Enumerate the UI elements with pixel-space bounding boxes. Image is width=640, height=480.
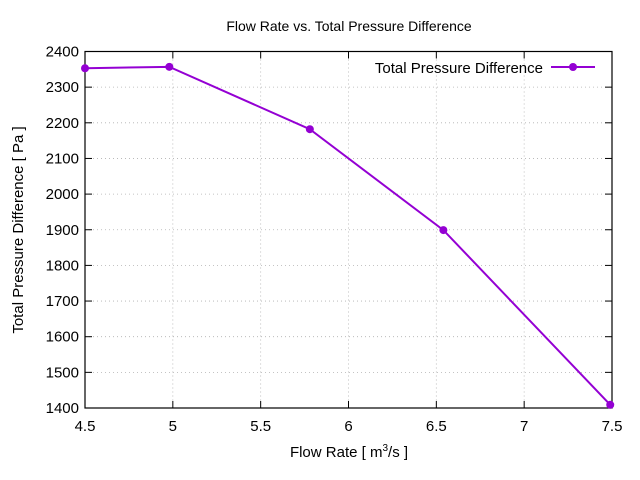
data-point xyxy=(165,62,174,71)
y-tick-label: 2100 xyxy=(46,150,79,167)
x-axis-label-superscript: 3 xyxy=(382,443,388,454)
y-tick-label: 1800 xyxy=(46,257,79,274)
y-tick-label: 2400 xyxy=(46,44,79,61)
y-tick-label: 1500 xyxy=(46,364,79,381)
legend-label: Total Pressure Difference xyxy=(375,60,543,77)
x-axis-label: Flow Rate [ m3/s ] xyxy=(290,443,408,461)
y-tick-label: 2300 xyxy=(46,79,79,96)
y-tick-label: 1700 xyxy=(46,293,79,310)
data-point xyxy=(81,64,89,73)
x-tick-label: 5 xyxy=(169,418,177,435)
y-tick-label: 1400 xyxy=(46,400,79,417)
legend: Total Pressure Difference xyxy=(375,60,595,77)
y-tick-label: 1600 xyxy=(46,329,79,346)
x-axis-label-tail: /s ] xyxy=(388,444,408,461)
x-tick-label: 5.5 xyxy=(250,418,271,435)
x-tick-label: 7.5 xyxy=(602,418,623,435)
ticks: 1400 1500 1600 1700 1800 1900 2000 2100 2200 2300… xyxy=(46,44,623,436)
x-axis-label-main: Flow Rate [ m xyxy=(290,444,383,461)
chart-title: Flow Rate vs. Total Pressure Difference xyxy=(226,18,472,34)
y-tick-label: 2200 xyxy=(46,115,79,132)
x-tick-label: 4.5 xyxy=(75,418,96,435)
y-tick-label: 2000 xyxy=(46,186,79,203)
x-tick-label: 6.5 xyxy=(426,418,447,435)
legend-marker xyxy=(569,63,577,71)
plot-frame xyxy=(84,50,613,409)
x-tick-label: 7 xyxy=(520,418,528,435)
series-group xyxy=(81,62,615,409)
y-axis-label: Total Pressure Difference [ Pa ] xyxy=(10,126,27,333)
y-tick-label: 1900 xyxy=(46,222,79,239)
data-point xyxy=(606,400,615,409)
grid xyxy=(85,51,612,408)
x-tick-label: 6 xyxy=(344,418,352,435)
series-line xyxy=(84,65,611,406)
data-point xyxy=(439,226,448,235)
data-point xyxy=(305,125,314,134)
